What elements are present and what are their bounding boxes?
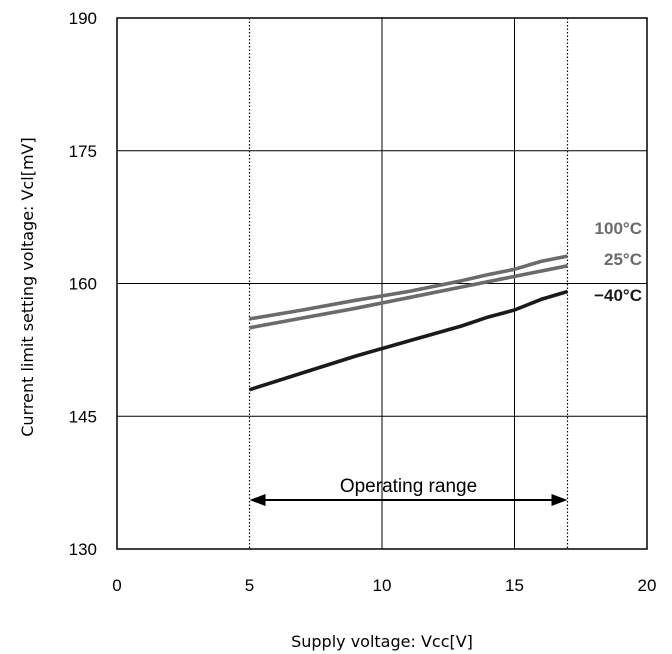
x-tick-label: 10 bbox=[373, 576, 392, 595]
plot-border bbox=[116, 17, 648, 550]
x-tick-label: 15 bbox=[505, 576, 524, 595]
y-tick-label: 130 bbox=[69, 540, 97, 559]
x-tick-label: 20 bbox=[638, 576, 657, 595]
operating-range-annotation: Operating range bbox=[249, 476, 568, 506]
x-tick-label: 0 bbox=[112, 576, 121, 595]
series-line-0 bbox=[249, 254, 568, 321]
y-tick-label: 145 bbox=[69, 407, 97, 426]
series-lines bbox=[248, 254, 569, 392]
tick-labels: 130 145 160 175 190 0 5 10 15 20 bbox=[69, 9, 657, 595]
range-arrow-left-head bbox=[249, 494, 266, 506]
x-axis-title: Supply voltage: Vcc[V] bbox=[291, 632, 473, 651]
series-labels: 100°C 25°C −40°C bbox=[594, 219, 642, 305]
range-arrow-right-head bbox=[551, 494, 568, 506]
y-axis-title: Current limit setting voltage: Vcl[mV] bbox=[18, 137, 37, 436]
grid bbox=[117, 18, 647, 549]
plot-frame bbox=[116, 17, 648, 550]
series-line-2 bbox=[248, 289, 569, 392]
series-label: −40°C bbox=[594, 286, 642, 305]
y-tick-label: 175 bbox=[69, 142, 97, 161]
operating-range-label: Operating range bbox=[340, 476, 477, 497]
series-label: 100°C bbox=[595, 219, 642, 238]
y-tick-label: 190 bbox=[69, 9, 97, 28]
y-tick-label: 160 bbox=[69, 275, 97, 294]
series-line-1 bbox=[249, 264, 568, 330]
x-tick-label: 5 bbox=[245, 576, 254, 595]
operating-bounds bbox=[248, 18, 569, 549]
series-label: 25°C bbox=[604, 250, 642, 269]
